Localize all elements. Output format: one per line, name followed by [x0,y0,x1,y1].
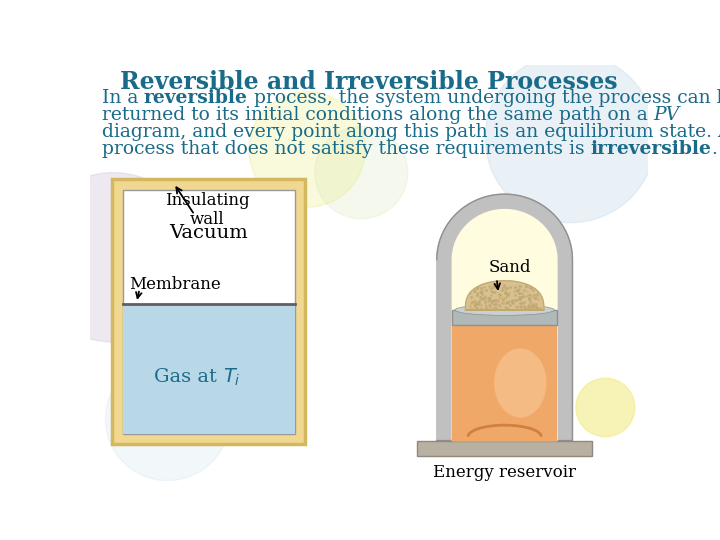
Text: diagram, and every point along this path is an equilibrium state. A: diagram, and every point along this path… [102,123,720,141]
Text: Sand: Sand [489,259,531,276]
Text: PV: PV [653,106,680,124]
Text: Energy reservoir: Energy reservoir [433,464,576,481]
Text: returned to its initial conditions along the same path on a: returned to its initial conditions along… [102,106,653,124]
Text: Reversible and Irreversible Processes: Reversible and Irreversible Processes [120,70,618,94]
Bar [122,190,294,434]
Bar [122,304,294,434]
Bar [452,310,557,326]
Polygon shape [465,281,544,310]
Text: In a: In a [102,89,144,107]
Polygon shape [437,194,572,441]
Text: $T_i$: $T_i$ [222,366,240,388]
Text: Membrane: Membrane [129,276,220,293]
Text: process, the system undergoing the process can be: process, the system undergoing the proce… [248,89,720,107]
Polygon shape [452,210,557,441]
Text: reversible: reversible [144,89,248,107]
Bar [112,179,305,444]
Ellipse shape [494,348,546,417]
Circle shape [249,92,365,207]
Circle shape [576,378,635,437]
Circle shape [315,126,408,219]
Circle shape [28,173,199,342]
Circle shape [106,357,230,481]
Text: irreversible: irreversible [590,140,711,158]
Text: Vacuum: Vacuum [169,224,248,242]
Bar [452,326,557,441]
Text: .: . [711,140,717,158]
Ellipse shape [455,305,554,315]
Bar [418,441,592,456]
Text: Insulating
wall: Insulating wall [165,192,249,228]
Text: Gas at: Gas at [153,368,222,387]
Circle shape [485,53,656,222]
Text: process that does not satisfy these requirements is: process that does not satisfy these requ… [102,140,590,158]
